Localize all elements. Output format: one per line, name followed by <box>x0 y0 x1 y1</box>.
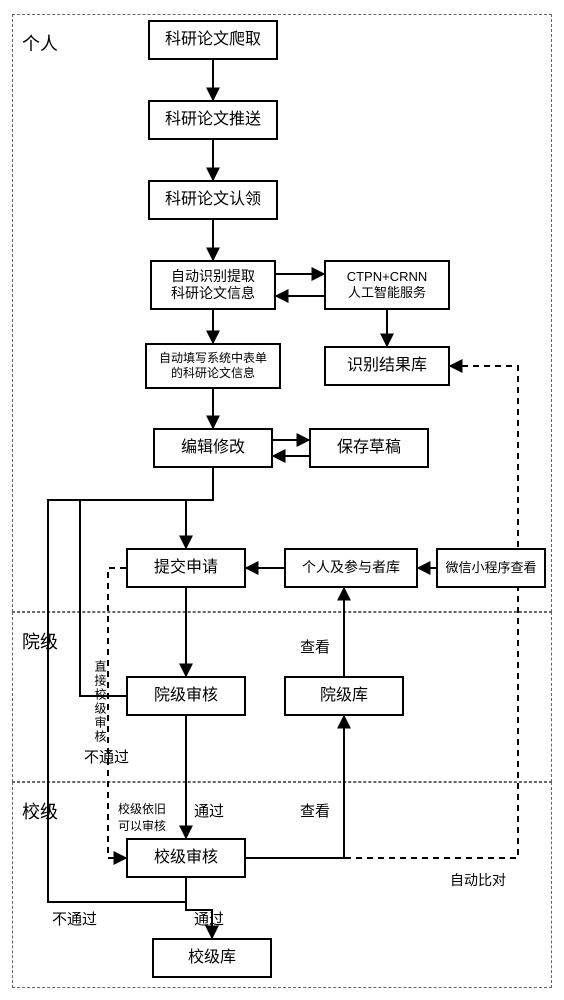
region-school-label: 校级 <box>22 798 58 824</box>
node-college_review: 院级审核 <box>126 676 246 716</box>
node-ai: CTPN+CRNN人工智能服务 <box>324 260 450 310</box>
node-push: 科研论文推送 <box>148 100 278 140</box>
node-claim: 科研论文认领 <box>148 180 278 220</box>
edge-label: 校级依旧可以审核 <box>118 800 166 834</box>
edge-label: 自动比对 <box>450 870 506 890</box>
node-wechat: 微信小程序查看 <box>436 548 546 588</box>
node-college_db: 院级库 <box>284 676 404 716</box>
node-resultdb: 识别结果库 <box>324 346 450 386</box>
node-submit: 提交申请 <box>126 548 246 588</box>
edge-label: 不通过 <box>52 908 97 929</box>
edge-label: 直接校级审核 <box>92 660 109 744</box>
node-draft: 保存草稿 <box>309 428 429 468</box>
edge-label: 不通过 <box>84 746 129 767</box>
region-personal <box>12 14 552 612</box>
edge-label: 查看 <box>300 636 330 657</box>
edge-label: 通过 <box>194 908 224 929</box>
diagram-stage: 个人 院级 校级 科研论文爬取科研论文推送科研论文认领自动识别提取科研论文信息 C… <box>0 0 564 1000</box>
node-school_review: 校级审核 <box>126 838 246 878</box>
node-extract: 自动识别提取科研论文信息 <box>150 260 276 310</box>
region-college-label: 院级 <box>22 628 58 654</box>
node-fill: 自动填写系统中表单的科研论文信息 <box>145 343 281 389</box>
node-school_db: 校级库 <box>152 938 272 978</box>
node-personal_db: 个人及参与者库 <box>284 548 418 588</box>
edge-label: 通过 <box>194 800 224 821</box>
edge-label: 查看 <box>300 800 330 821</box>
node-crawl: 科研论文爬取 <box>148 20 278 60</box>
node-edit: 编辑修改 <box>153 428 273 468</box>
region-personal-label: 个人 <box>22 30 58 56</box>
